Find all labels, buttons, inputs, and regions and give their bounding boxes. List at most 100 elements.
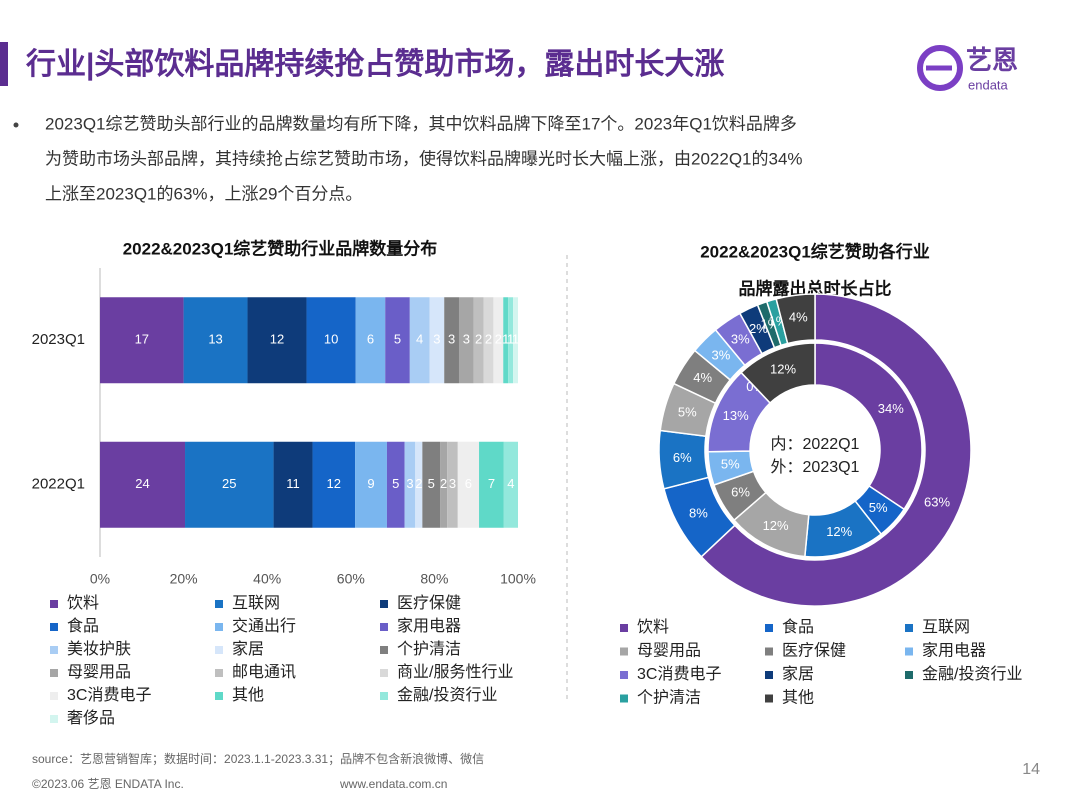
legend-label: 饮料 (637, 618, 669, 636)
data-label: 10 (324, 332, 338, 347)
data-label: 1 (512, 332, 519, 347)
legend-swatch (215, 692, 223, 700)
paragraph-line: 上涨至2023Q1的63%，上涨29个百分点。 (45, 184, 362, 203)
data-label: 34% (878, 401, 904, 416)
data-label: 4% (789, 309, 808, 324)
donut-slice (700, 293, 972, 607)
legend-label: 金融/投资行业 (397, 686, 497, 704)
data-label: 3 (463, 332, 470, 347)
data-label: 2 (440, 476, 447, 491)
bar-segment (429, 297, 445, 384)
data-label: 1 (502, 332, 509, 347)
bar-segment (473, 297, 484, 384)
legend-label: 其他 (782, 689, 814, 707)
legend-swatch (50, 646, 58, 654)
data-label: 5 (392, 476, 399, 491)
data-label: 12% (770, 362, 796, 377)
bar-segment (479, 441, 504, 528)
legend-swatch (620, 694, 628, 703)
title-accent (0, 42, 8, 86)
legend-label: 家用电器 (397, 617, 461, 635)
data-label: 1 (507, 332, 514, 347)
x-tick-label: 40% (253, 571, 281, 587)
data-label: 63% (924, 494, 950, 509)
legend-label: 母婴用品 (637, 643, 701, 660)
data-label: 2 (495, 332, 502, 347)
x-tick-label: 100% (500, 571, 536, 587)
legend-label: 奢侈品 (67, 709, 115, 727)
logo-name: 艺恩 (966, 45, 1018, 75)
legend-swatch (380, 692, 388, 700)
slide-title: 行业|头部饮料品牌持续抢占赞助市场，露出时长大涨 (25, 47, 724, 81)
legend-label: 商业/服务性行业 (397, 663, 513, 681)
legend-label: 个护清洁 (397, 640, 461, 658)
legend-label: 家居 (232, 640, 264, 658)
data-label: 6 (367, 332, 374, 347)
bar-segment (508, 297, 514, 384)
bar-segment (183, 297, 248, 384)
bar-segment (447, 441, 458, 528)
bar-segment (503, 441, 518, 528)
legend-label: 3C消费电子 (67, 686, 151, 704)
legend-swatch (380, 646, 388, 654)
bar-segment (355, 441, 387, 528)
legend-swatch (620, 624, 628, 632)
logo: 艺恩 endata (917, 45, 1018, 92)
data-label: 5% (869, 500, 888, 515)
bar-segment (444, 297, 459, 384)
center-text: 内：2022Q1 (771, 435, 860, 453)
data-label: 11 (286, 476, 300, 491)
data-label: 2 (415, 476, 422, 491)
data-label: 5% (678, 404, 697, 419)
legend-label: 其他 (232, 686, 264, 704)
paragraph-line: 为赞助市场头部品牌，其持续抢占综艺赞助市场，使得饮料品牌曝光时长大幅上涨，由20… (45, 148, 803, 168)
data-label: 4 (507, 476, 514, 491)
legend-swatch (380, 600, 388, 608)
chart-title: 2022&2023Q1综艺赞助行业品牌数量分布 (123, 238, 438, 258)
data-label: 6% (731, 484, 750, 499)
data-label: 17 (135, 332, 149, 347)
bar-segment (440, 441, 448, 528)
bar-segment (312, 441, 356, 528)
bar-segment (247, 297, 307, 384)
legend-label: 医疗保健 (782, 642, 846, 660)
legend-swatch (765, 647, 773, 656)
legend-label: 交通出行 (232, 617, 296, 635)
data-label: 2 (485, 332, 492, 347)
legend-label: 3C消费电子 (637, 665, 721, 683)
legend-label: 饮料 (67, 594, 99, 612)
page-number: 14 (1022, 761, 1040, 778)
data-label: 2% (749, 321, 768, 336)
legend-swatch (905, 647, 913, 656)
bar-segment (355, 297, 386, 384)
legend-swatch (905, 671, 913, 679)
x-tick-label: 60% (337, 571, 365, 587)
data-label: 3 (448, 332, 455, 347)
bullet (13, 122, 19, 128)
bar-segment (404, 441, 416, 528)
data-label: 4% (693, 370, 712, 385)
legend-label: 食品 (67, 617, 99, 635)
bar-segment (422, 441, 441, 528)
data-label: 4 (416, 332, 423, 347)
legend-swatch (215, 646, 223, 654)
legend-swatch (765, 694, 773, 703)
bar-segment (409, 297, 430, 384)
legend-label: 医疗保健 (397, 594, 461, 612)
center-text: 外：2023Q1 (771, 458, 860, 476)
data-label: 8% (689, 506, 708, 521)
data-label: 9 (367, 476, 374, 491)
x-tick-label: 80% (420, 571, 448, 587)
legend-swatch (905, 624, 913, 632)
data-label: 12% (826, 524, 852, 539)
data-label: 7 (488, 476, 495, 491)
donut-slice (740, 342, 816, 405)
data-label: 13 (208, 332, 222, 347)
legend-swatch (215, 623, 223, 631)
data-label: 13% (723, 408, 749, 423)
data-label: 3% (731, 331, 750, 346)
x-tick-label: 20% (170, 571, 198, 587)
bar-segment (306, 297, 356, 384)
legend-swatch (765, 671, 773, 679)
